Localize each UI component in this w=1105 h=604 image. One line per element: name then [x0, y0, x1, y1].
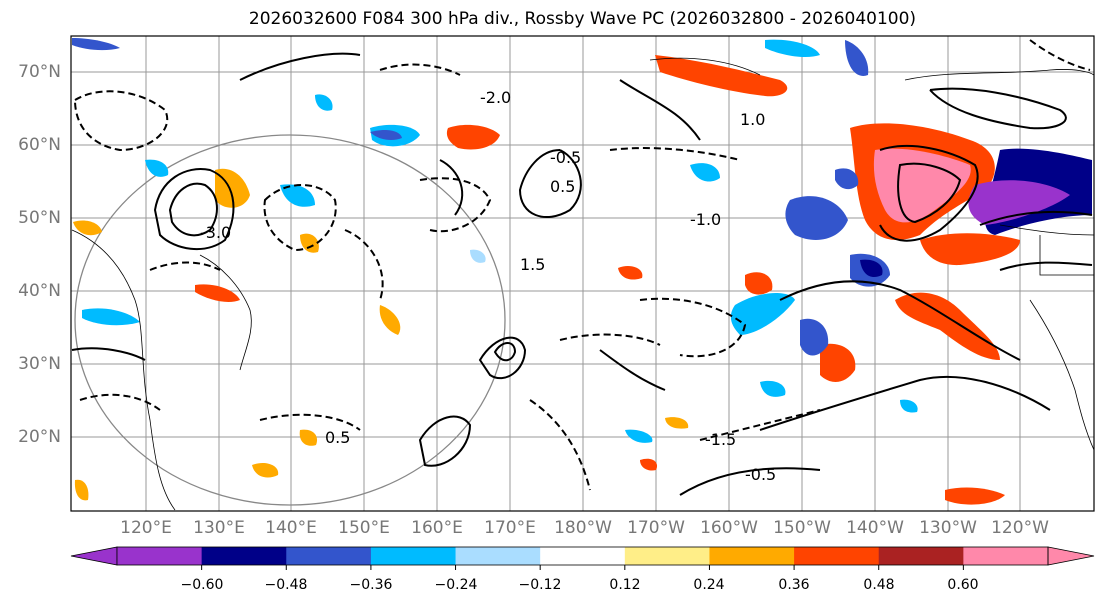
- contour-label-10: -0.5: [745, 465, 776, 484]
- lat-label-30: 30°N: [18, 354, 61, 374]
- colorbar-tick-label-10: 0.60: [947, 577, 979, 593]
- lat-label-50: 50°N: [18, 208, 61, 228]
- colorbar-tick-label-8: 0.36: [778, 577, 810, 593]
- colorbar-tick-label-2: −0.48: [264, 577, 308, 593]
- colorbar-segment: [540, 547, 626, 565]
- colorbar-segment: [878, 547, 964, 565]
- contour-label-1: -1.0: [690, 210, 721, 229]
- lon-label-160w: 160°W: [700, 518, 758, 538]
- colorbar-segment: [709, 547, 795, 565]
- colorbar-extend-low: [70, 546, 118, 566]
- contour-label-5: 1.5: [520, 255, 545, 274]
- contour-label-7: -3.0: [200, 223, 231, 242]
- colorbar-segment: [963, 547, 1049, 565]
- coastline: [71, 57, 1094, 511]
- lon-label-130w: 130°W: [919, 518, 977, 538]
- map-title: 2026032600 F084 300 hPa div., Rossby Wav…: [248, 9, 917, 29]
- colorbar-tick-label-6: 0.12: [609, 577, 641, 593]
- colorbar-segment: [794, 547, 880, 565]
- lon-label-120e: 120°E: [120, 518, 172, 538]
- contour-label-9: 0.5: [325, 428, 350, 447]
- lat-label-70: 70°N: [18, 62, 61, 82]
- colorbar-segment: [286, 547, 372, 565]
- lon-label-140w: 140°W: [846, 518, 904, 538]
- contour-label-4: 1.0: [740, 110, 765, 129]
- lon-label-180w: 180°W: [554, 518, 612, 538]
- contours-positive: [71, 52, 1093, 496]
- colorbar-tick-label-9: 0.48: [863, 577, 895, 593]
- lon-label-150e: 150°E: [338, 518, 390, 538]
- colorbar-tick-label-4: −0.24: [434, 577, 478, 593]
- map-frame: [70, 35, 1095, 512]
- contour-labels: -1.0 -0.5 0.5 1.0 1.5 -1.5 -3.0 -2.0 0.5…: [200, 88, 776, 484]
- lon-label-120w: 120°W: [991, 518, 1049, 538]
- lon-label-170w: 170°W: [627, 518, 685, 538]
- contour-label-3: 0.5: [550, 177, 575, 196]
- colorbar-segment: [624, 547, 710, 565]
- colorbar-tick-label-5: −0.12: [518, 577, 562, 593]
- contour-label-6: -1.5: [705, 430, 736, 449]
- divergence-fill-negative: [72, 38, 1092, 443]
- lon-label-150w: 150°W: [773, 518, 831, 538]
- colorbar-segment: [117, 547, 203, 565]
- divergence-fill-positive: [73, 55, 1020, 505]
- lat-label-60: 60°N: [18, 135, 61, 155]
- colorbar-segment: [370, 547, 457, 565]
- colorbar-extend-high: [1047, 546, 1095, 566]
- colorbar-segment: [455, 547, 541, 565]
- lon-label-170e: 170°E: [484, 518, 536, 538]
- colorbar-segment: [201, 547, 287, 565]
- wave-packet-circle: [74, 134, 506, 506]
- lat-label-40: 40°N: [18, 281, 61, 301]
- lon-label-130e: 130°E: [193, 518, 245, 538]
- lon-label-160e: 160°E: [411, 518, 463, 538]
- colorbar-outline: [116, 546, 1049, 566]
- lat-label-20: 20°N: [18, 427, 61, 447]
- contours-negative: [74, 39, 1091, 491]
- contour-label-2: -0.5: [550, 148, 581, 167]
- lon-label-140e: 140°E: [265, 518, 317, 538]
- colorbar-tick-label-7: 0.24: [693, 577, 725, 593]
- colorbar-tick-label-1: −0.60: [180, 577, 224, 593]
- contour-label-8: -2.0: [480, 88, 511, 107]
- colorbar-tick-label-3: −0.36: [349, 577, 393, 593]
